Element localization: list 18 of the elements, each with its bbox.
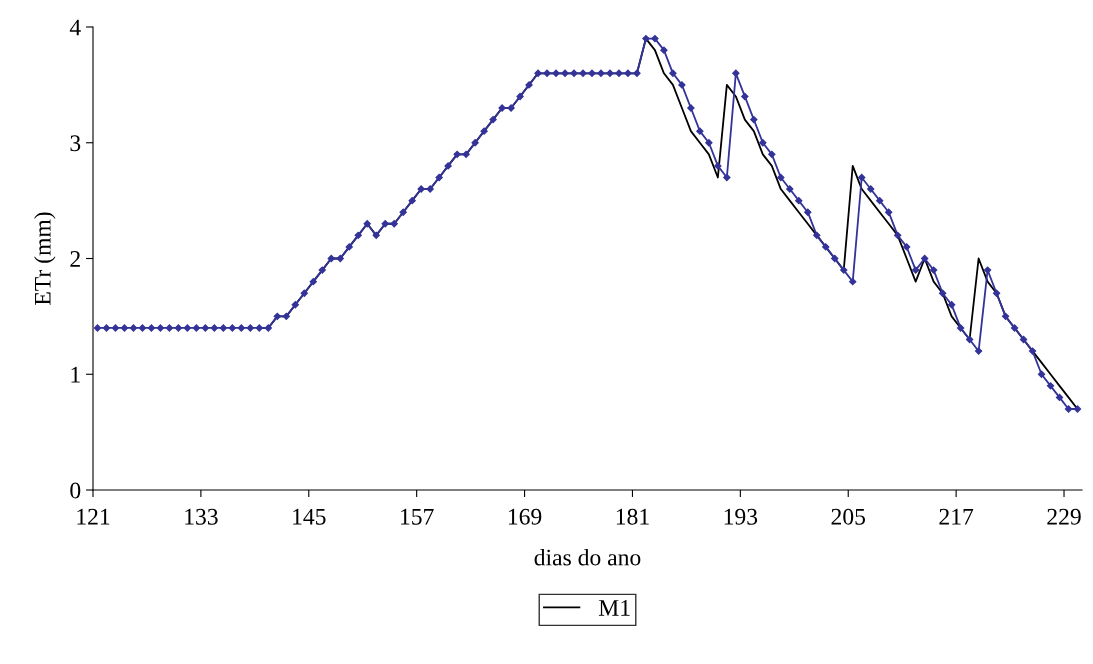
y-tick-label: 1 bbox=[71, 366, 80, 383]
y-tick-label: 0 bbox=[70, 482, 81, 499]
y-tick-label: 3 bbox=[70, 135, 81, 152]
x-tick-label: 133 bbox=[185, 508, 218, 525]
x-tick-label: 181 bbox=[616, 508, 649, 525]
x-tick-label: 145 bbox=[293, 508, 326, 525]
y-tick-label: 4 bbox=[69, 19, 81, 36]
x-tick-label: 217 bbox=[939, 508, 974, 525]
x-tick-label: 205 bbox=[831, 508, 866, 525]
y-tick-label: 2 bbox=[70, 251, 80, 267]
y-axis-title: ETr (mm) bbox=[34, 212, 56, 305]
x-axis-title: dias do ano bbox=[534, 548, 641, 566]
x-tick-label: 157 bbox=[401, 508, 434, 525]
x-tick-label: 193 bbox=[724, 508, 758, 525]
x-tick-label: 229 bbox=[1047, 508, 1081, 525]
x-tick-label: 121 bbox=[77, 508, 110, 525]
legend-label: M1 bbox=[598, 600, 630, 616]
x-tick-label: 169 bbox=[508, 508, 542, 525]
